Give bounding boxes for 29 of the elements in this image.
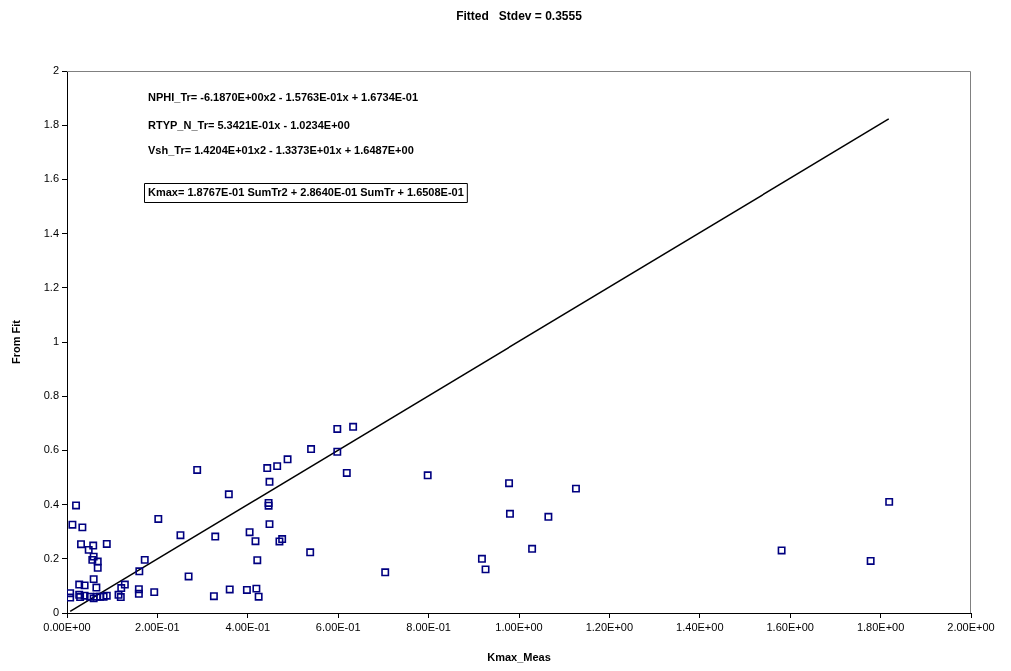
x-tick-label: 2.00E+00	[947, 620, 995, 633]
y-axis-title: From Fit	[9, 319, 22, 364]
y-tick-label: 1.4	[43, 226, 59, 239]
x-tick-label: 8.00E-01	[406, 620, 451, 633]
x-tick-label: 1.40E+00	[676, 620, 724, 633]
x-tick-label: 1.00E+00	[495, 620, 543, 633]
y-tick-label: 0.8	[43, 389, 59, 402]
x-tick-label: 1.80E+00	[856, 620, 905, 633]
chart-title: Fitted Stdev = 0.3555	[456, 9, 583, 24]
y-tick-label: 1	[52, 335, 59, 348]
y-tick-label: 1.8	[43, 118, 59, 131]
y-tick-label: 0	[52, 606, 59, 619]
annotation: RTYP_N_Tr= 5.3421E-01x - 1.0234E+00	[148, 119, 350, 132]
y-tick-label: 2	[52, 64, 59, 77]
x-tick-label: 1.60E+00	[766, 620, 814, 633]
x-tick-label: 2.00E-01	[135, 620, 180, 633]
annotation: Vsh_Tr= 1.4204E+01x2 - 1.3373E+01x + 1.6487E+00	[148, 144, 414, 157]
x-tick-label: 4.00E-01	[225, 620, 271, 633]
y-tick-label: 1.2	[43, 280, 59, 293]
annotation: NPHI_Tr= -6.1870E+00x2 - 1.5763E-01x + 1.6734E-01	[148, 91, 418, 104]
y-tick-label: 0.4	[43, 497, 59, 510]
y-tick-label: 1.6	[43, 172, 59, 185]
y-tick-label: 0.2	[43, 551, 59, 564]
x-tick-label: 6.00E-01	[315, 620, 361, 633]
x-tick-label: 0.00E+00	[43, 620, 91, 633]
x-tick-label: 1.20E+00	[585, 620, 634, 633]
x-axis-title: Kmax_Meas	[487, 651, 551, 664]
y-tick-label: 0.6	[43, 443, 59, 456]
annotation: Kmax= 1.8767E-01 SumTr2 + 2.8640E-01 SumTr + 1.6508E-01	[148, 186, 464, 199]
